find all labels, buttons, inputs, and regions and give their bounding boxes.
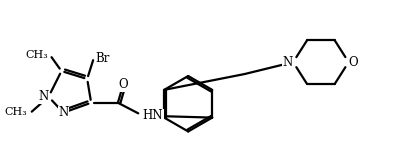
Text: CH₃: CH₃ — [4, 107, 27, 117]
Text: N: N — [283, 56, 293, 69]
Text: CH₃: CH₃ — [26, 50, 49, 60]
Text: O: O — [118, 78, 128, 91]
Text: O: O — [348, 56, 358, 69]
Text: Br: Br — [95, 52, 110, 65]
Text: N: N — [58, 106, 69, 119]
Text: N: N — [38, 90, 49, 103]
Text: HN: HN — [143, 109, 163, 122]
